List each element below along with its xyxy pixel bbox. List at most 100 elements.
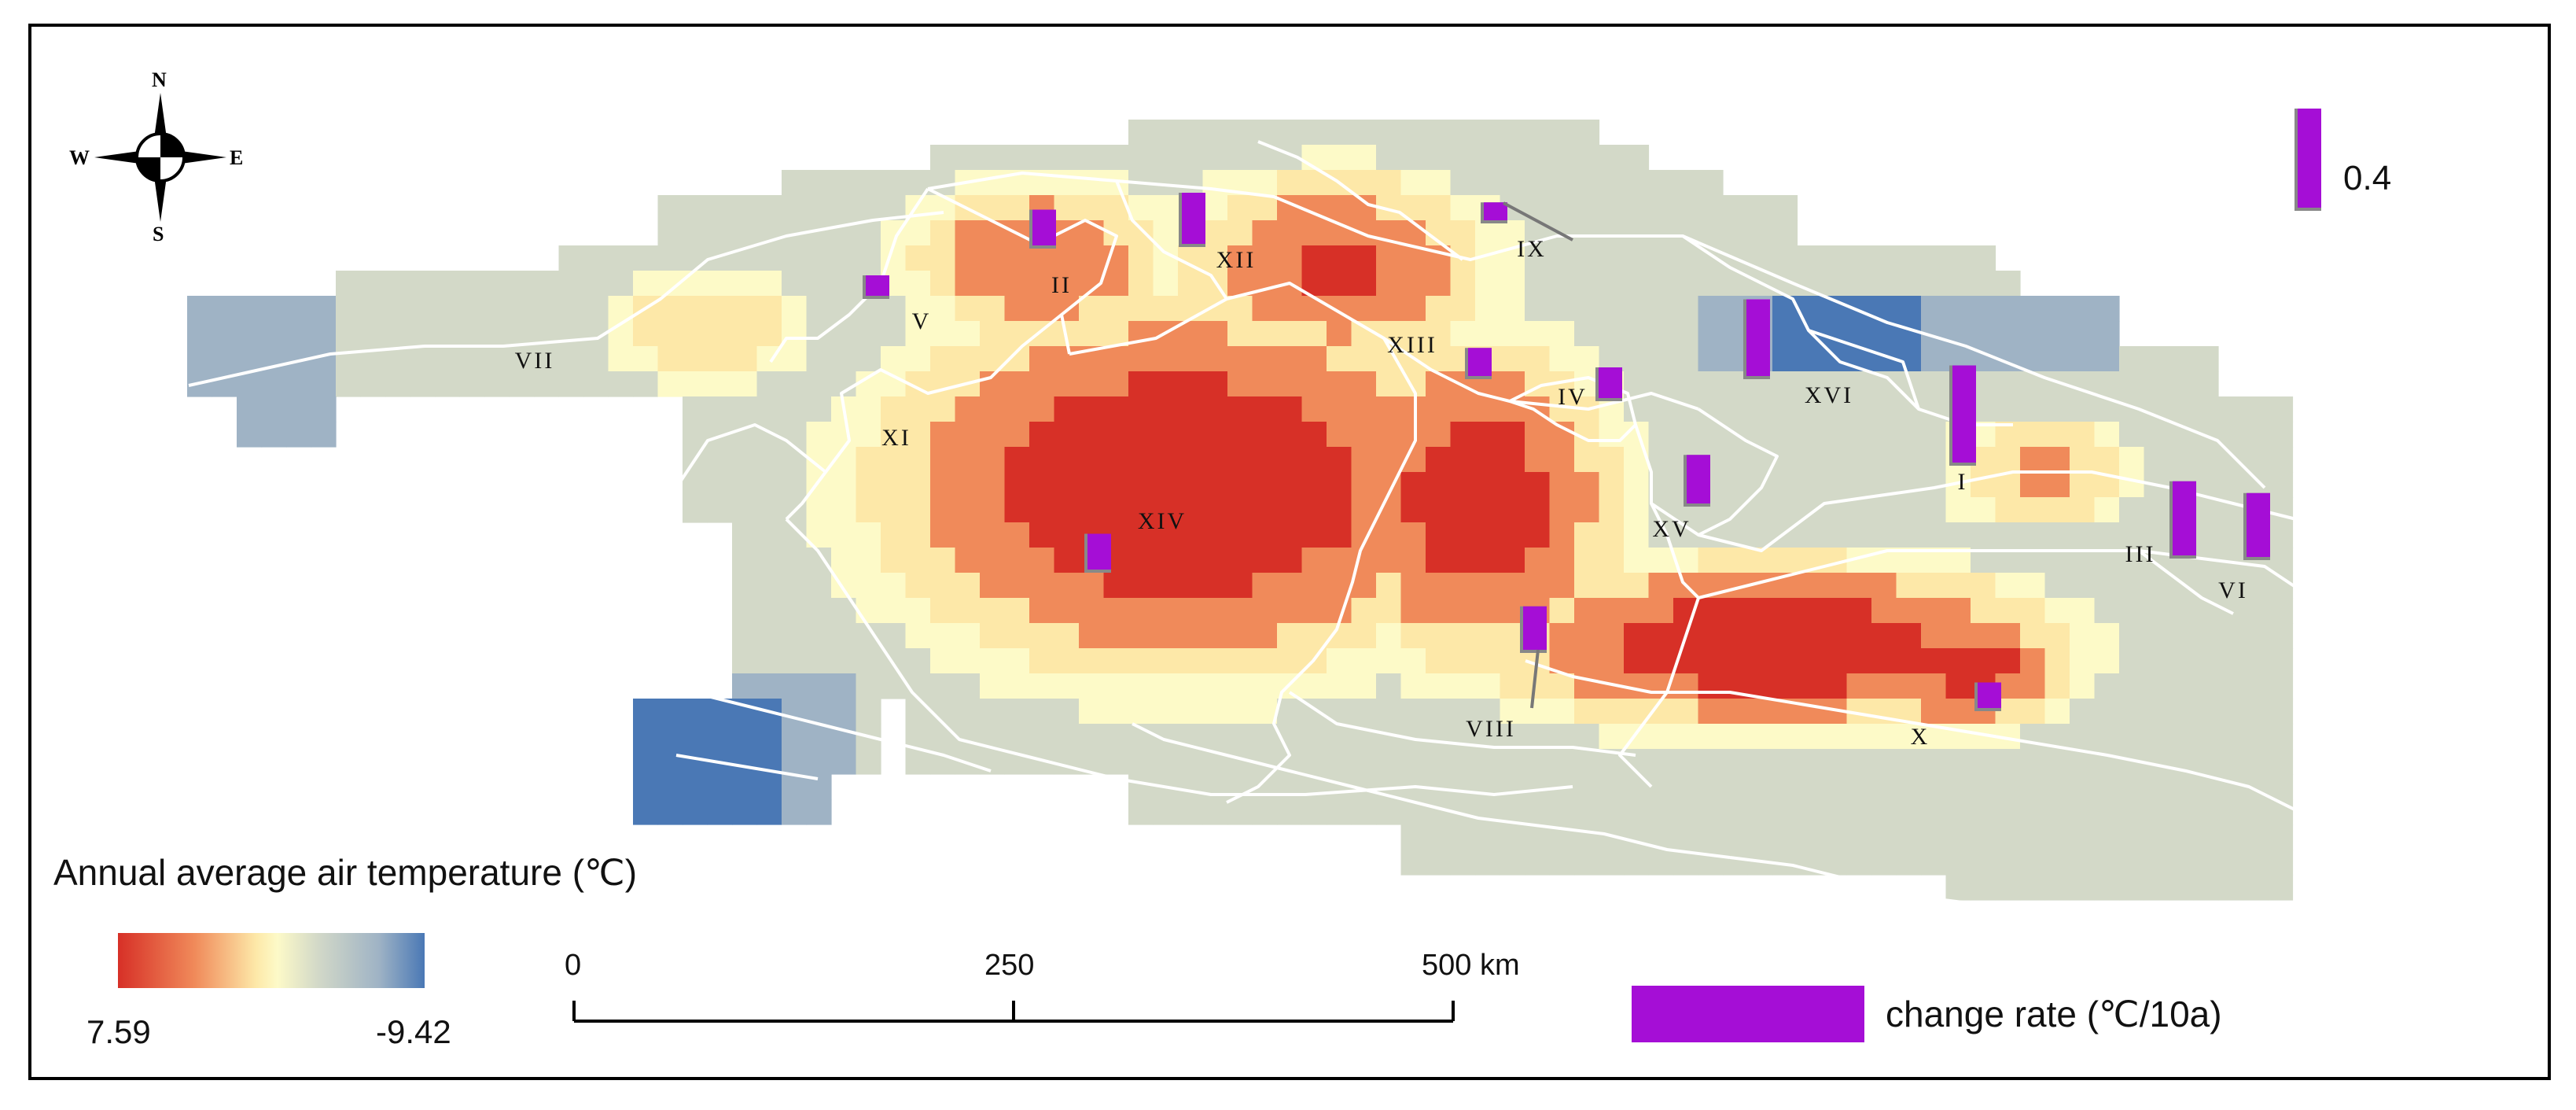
grid-cell — [831, 271, 857, 297]
grid-cell — [2243, 396, 2269, 422]
grid-cell — [1624, 573, 1650, 599]
grid-cell — [2020, 673, 2046, 699]
grid-cell — [1846, 271, 1872, 297]
grid-cell — [1426, 699, 1452, 725]
grid-cell — [1351, 346, 1377, 372]
grid-cell — [2218, 623, 2244, 649]
grid-cell — [1624, 245, 1650, 271]
grid-cell — [2119, 371, 2145, 397]
grid-cell — [1723, 824, 1749, 850]
grid-cell — [1029, 396, 1055, 422]
grid-cell — [1004, 699, 1030, 725]
grid-cell — [2094, 648, 2120, 674]
grid-cell — [1351, 271, 1377, 297]
grid-cell — [1376, 673, 1402, 699]
grid-cell — [806, 699, 832, 725]
grid-cell — [1698, 170, 1724, 196]
grid-cell — [683, 699, 708, 725]
grid-cell — [1698, 673, 1724, 699]
grid-cell — [1351, 799, 1377, 825]
grid-cell — [1128, 799, 1154, 825]
grid-cell — [1475, 472, 1501, 498]
grid-cell — [237, 422, 263, 448]
grid-cell — [1945, 573, 1971, 599]
grid-cell — [707, 346, 733, 372]
grid-cell — [336, 346, 362, 372]
grid-cell — [1921, 245, 1947, 271]
grid-cell — [1525, 749, 1551, 775]
grid-cell — [1426, 673, 1452, 699]
grid-cell — [1128, 396, 1154, 422]
grid-cell — [1426, 296, 1452, 322]
grid-cell — [1054, 522, 1080, 548]
grid-cell — [360, 371, 386, 397]
grid-cell — [1500, 497, 1525, 523]
grid-cell — [1277, 220, 1303, 246]
grid-cell — [2144, 497, 2169, 523]
grid-cell — [2070, 850, 2096, 876]
grid-cell — [583, 245, 609, 271]
grid-cell — [1029, 497, 1055, 523]
grid-cell — [1029, 724, 1055, 750]
grid-cell — [1648, 573, 1674, 599]
grid-cell — [1252, 346, 1278, 372]
grid-cell — [831, 548, 857, 573]
grid-cell — [1624, 623, 1650, 649]
grid-cell — [1301, 371, 1327, 397]
grid-cell — [1945, 522, 1971, 548]
grid-cell — [1029, 447, 1055, 473]
grid-cell — [1673, 422, 1699, 448]
grid-cell — [2268, 749, 2294, 775]
grid-cell — [782, 271, 808, 297]
grid-cell — [1202, 371, 1228, 397]
grid-cell — [2169, 850, 2195, 876]
grid-cell — [782, 774, 808, 800]
grid-cell — [2243, 824, 2269, 850]
grid-cell — [1871, 673, 1897, 699]
grid-cell — [1004, 673, 1030, 699]
grid-cell — [1079, 321, 1105, 347]
grid-cell — [2144, 724, 2169, 750]
grid-cell — [1227, 245, 1253, 271]
grid-cell — [2070, 522, 2096, 548]
grid-cell — [2070, 573, 2096, 599]
grid-cell — [1896, 346, 1922, 372]
grid-cell — [1846, 850, 1872, 876]
grid-cell — [484, 346, 510, 372]
grid-cell — [1871, 774, 1897, 800]
grid-cell — [1178, 522, 1204, 548]
grid-cell — [707, 271, 733, 297]
grid-cell — [806, 673, 832, 699]
grid-cell — [2169, 673, 2195, 699]
grid-cell — [2070, 346, 2096, 372]
grid-cell — [2094, 422, 2120, 448]
grid-cell — [1698, 321, 1724, 347]
grid-cell — [2268, 522, 2294, 548]
grid-cell — [955, 699, 981, 725]
grid-cell — [1054, 623, 1080, 649]
grid-cell — [1525, 799, 1551, 825]
grid-cell — [1599, 220, 1625, 246]
grid-cell — [1227, 321, 1253, 347]
grid-cell — [1995, 623, 2021, 649]
grid-cell — [1871, 598, 1897, 624]
grid-cell — [2268, 623, 2294, 649]
grid-cell — [905, 396, 931, 422]
grid-cell — [1153, 195, 1179, 221]
grid-cell — [1327, 371, 1352, 397]
grid-cell — [1500, 346, 1525, 372]
grid-cell — [1599, 296, 1625, 322]
grid-cell — [1426, 145, 1452, 171]
grid-cell — [1698, 699, 1724, 725]
grid-cell — [2218, 648, 2244, 674]
grid-cell — [261, 371, 287, 397]
grid-cell — [856, 749, 881, 775]
grid-cell — [1128, 472, 1154, 498]
grid-cell — [1376, 623, 1402, 649]
grid-cell — [1698, 548, 1724, 573]
grid-cell — [683, 296, 708, 322]
grid-cell — [1301, 548, 1327, 573]
grid-cell — [1054, 573, 1080, 599]
grid-cell — [2044, 799, 2070, 825]
grid-cell — [980, 321, 1006, 347]
